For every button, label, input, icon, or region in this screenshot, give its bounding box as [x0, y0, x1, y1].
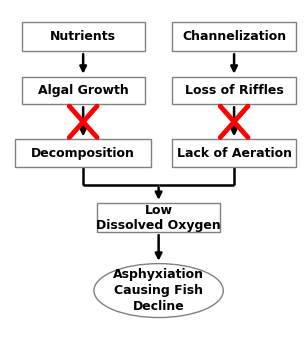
Bar — [172, 22, 296, 51]
Bar — [172, 77, 296, 104]
Text: Decomposition: Decomposition — [31, 147, 135, 160]
Text: Lack of Aeration: Lack of Aeration — [176, 147, 292, 160]
Bar — [97, 203, 220, 232]
Bar — [22, 77, 145, 104]
Text: Low
Dissolved Oxygen: Low Dissolved Oxygen — [96, 204, 221, 231]
Ellipse shape — [94, 264, 223, 317]
Bar — [22, 22, 145, 51]
Bar — [172, 139, 296, 167]
Text: Loss of Riffles: Loss of Riffles — [185, 84, 283, 97]
Bar — [15, 139, 151, 167]
Text: Nutrients: Nutrients — [50, 30, 116, 43]
Text: Algal Growth: Algal Growth — [38, 84, 128, 97]
Text: Asphyxiation
Causing Fish
Decline: Asphyxiation Causing Fish Decline — [113, 268, 204, 313]
Text: Channelization: Channelization — [182, 30, 286, 43]
